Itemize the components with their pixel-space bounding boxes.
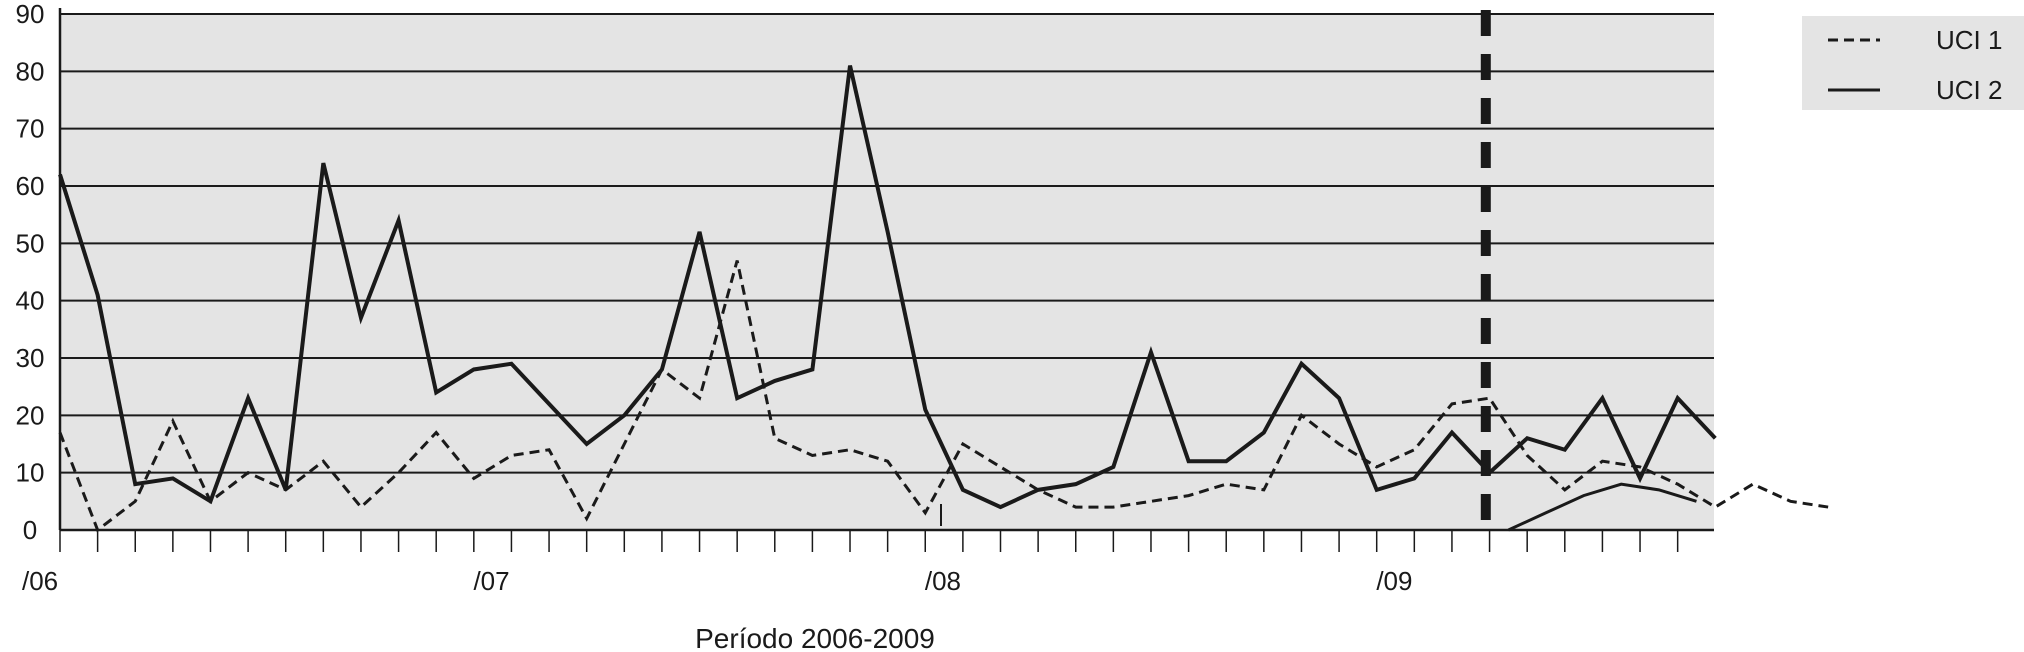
y-tick-label-60: 60 bbox=[16, 171, 45, 201]
series-line-2 bbox=[1507, 482, 1697, 532]
legend-label-uci-1: UCI 1 bbox=[1936, 25, 2002, 55]
x-tick-label-0: /06 bbox=[22, 566, 58, 596]
x-axis-title: Período 2006-2009 bbox=[695, 623, 935, 652]
y-tick-label-40: 40 bbox=[16, 286, 45, 316]
x-tick-label-1: /07 bbox=[473, 566, 509, 596]
series-line-0 bbox=[58, 260, 1829, 533]
y-tick-label-20: 20 bbox=[16, 400, 45, 430]
x-axis-ticks bbox=[59, 530, 1679, 552]
y-tick-label-90: 90 bbox=[16, 0, 45, 29]
plot-background bbox=[60, 14, 1714, 530]
y-axis-tick-labels: 0 10 20 30 40 50 60 70 80 90 bbox=[16, 0, 45, 545]
y-tick-label-30: 30 bbox=[16, 343, 45, 373]
y-tick-label-50: 50 bbox=[16, 228, 45, 258]
legend-box bbox=[1802, 16, 2024, 110]
legend-label-uci-2: UCI 2 bbox=[1936, 75, 2002, 105]
x-tick-label-3: /09 bbox=[1376, 566, 1412, 596]
x-axis-tick-labels: /06/07/08/09 bbox=[22, 566, 1412, 596]
y-tick-label-10: 10 bbox=[16, 458, 45, 488]
y-tick-label-0: 0 bbox=[23, 515, 37, 545]
legend: UCI 1 UCI 2 bbox=[1802, 16, 2024, 110]
axes bbox=[58, 8, 1714, 532]
gridlines bbox=[60, 13, 1714, 474]
y-tick-label-70: 70 bbox=[16, 114, 45, 144]
y-tick-label-80: 80 bbox=[16, 56, 45, 86]
series-lines bbox=[58, 65, 1829, 533]
series-line-1 bbox=[58, 65, 1717, 510]
x-tick-label-2: /08 bbox=[925, 566, 961, 596]
